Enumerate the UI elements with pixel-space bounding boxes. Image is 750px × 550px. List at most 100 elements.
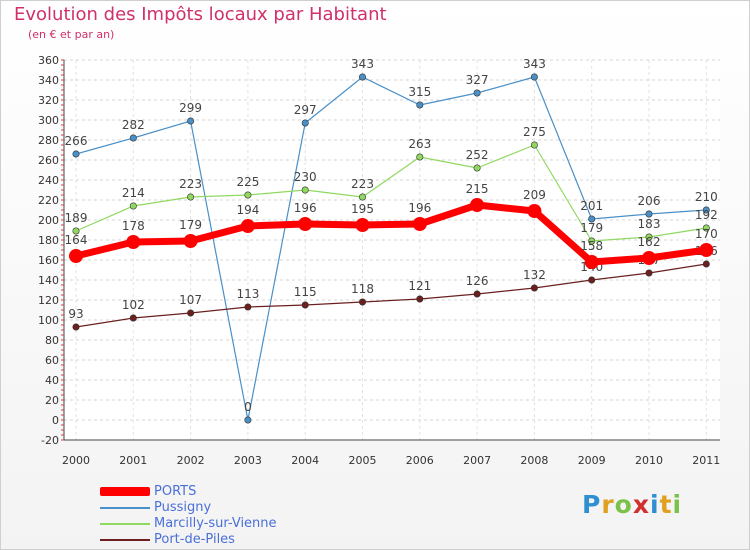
data-label: 315 <box>408 85 431 99</box>
x-tick-label: 2007 <box>463 454 491 467</box>
data-point <box>473 164 481 172</box>
data-label: 178 <box>122 219 145 233</box>
y-tick-label: 280 <box>38 134 59 147</box>
y-tick-label: 260 <box>38 154 59 167</box>
data-label: 282 <box>122 118 145 132</box>
y-tick-label: 120 <box>38 294 59 307</box>
data-point <box>645 210 653 218</box>
data-label: 252 <box>466 148 489 162</box>
logo-letter: i <box>672 490 683 519</box>
data-point <box>702 224 710 232</box>
logo-letter: o <box>614 490 633 519</box>
y-tick-label: 0 <box>52 414 59 427</box>
x-tick-label: 2004 <box>291 454 319 467</box>
series-line-port-de-piles <box>75 263 707 328</box>
y-tick-label: -20 <box>41 434 59 447</box>
data-point <box>645 233 653 241</box>
data-label: 194 <box>236 203 259 217</box>
x-tick-label: 2005 <box>349 454 377 467</box>
legend-label-pussigny: Pussigny <box>154 500 212 515</box>
data-label: 195 <box>351 202 374 216</box>
legend-swatch-pussigny <box>100 507 150 509</box>
data-label: 209 <box>523 188 546 202</box>
data-point <box>72 323 80 331</box>
data-point <box>470 198 485 212</box>
data-point <box>530 284 538 292</box>
data-point <box>699 243 714 257</box>
y-tick-label: 240 <box>38 174 59 187</box>
data-point <box>588 237 596 245</box>
data-point <box>527 204 542 218</box>
x-tick-label: 2010 <box>635 454 663 467</box>
data-point <box>244 303 252 311</box>
data-point <box>642 251 656 265</box>
x-tick-label: 2001 <box>119 454 147 467</box>
data-point <box>530 141 538 149</box>
y-tick-label: 200 <box>38 214 59 227</box>
data-label: 223 <box>179 177 202 191</box>
data-label: 201 <box>580 199 603 213</box>
data-point <box>416 153 424 161</box>
data-point <box>702 260 710 268</box>
data-label: 189 <box>65 211 88 225</box>
chart-subtitle: (en € et par an) <box>28 28 115 41</box>
data-label: 158 <box>580 239 603 253</box>
data-label: 170 <box>695 227 718 241</box>
data-point <box>473 290 481 298</box>
y-tick-label: 220 <box>38 194 59 207</box>
data-label: 214 <box>122 186 145 200</box>
legend-label-ports: PORTS <box>154 484 197 499</box>
data-label: 179 <box>179 218 202 232</box>
data-point <box>584 255 599 269</box>
data-label: 118 <box>351 282 374 296</box>
data-label: 327 <box>466 73 489 87</box>
data-label: 210 <box>695 190 718 204</box>
data-point <box>355 218 370 232</box>
data-point <box>183 234 198 248</box>
legend-swatch-ports <box>100 487 150 496</box>
data-point <box>645 269 653 277</box>
data-label: 223 <box>351 177 374 191</box>
y-tick-label: 40 <box>45 374 59 387</box>
chart-title: Evolution des Impôts locaux par Habitant <box>14 4 387 25</box>
data-point <box>358 298 366 306</box>
y-tick-label: 160 <box>38 254 59 267</box>
data-label: 215 <box>466 182 489 196</box>
data-point <box>72 227 80 235</box>
legend-label-marcilly: Marcilly-sur-Vienne <box>154 516 277 531</box>
x-tick-label: 2000 <box>62 454 90 467</box>
data-label: 266 <box>65 134 88 148</box>
legend-swatch-port-de-piles <box>100 539 150 541</box>
logo-letter: P <box>582 490 602 519</box>
data-point <box>126 235 141 249</box>
logo-letter: t <box>659 490 673 519</box>
data-point <box>702 206 710 214</box>
y-tick-label: 360 <box>38 54 59 67</box>
data-label: 206 <box>638 194 661 208</box>
y-tick-label: 320 <box>38 94 59 107</box>
data-point <box>416 295 424 303</box>
data-point <box>298 217 313 231</box>
series-line-pussigny <box>75 76 707 421</box>
y-tick-label: 80 <box>45 334 59 347</box>
data-point <box>69 249 83 263</box>
y-tick-label: 300 <box>38 114 59 127</box>
data-point <box>244 191 252 199</box>
data-label: 113 <box>236 287 259 301</box>
y-tick-label: 140 <box>38 274 59 287</box>
data-label: 343 <box>351 57 374 71</box>
y-tick-label: 340 <box>38 74 59 87</box>
x-tick-label: 2009 <box>578 454 606 467</box>
data-label: 225 <box>236 175 259 189</box>
data-point <box>129 134 137 142</box>
data-label: 93 <box>68 307 83 321</box>
proxiti-logo: Proxiti <box>582 490 682 519</box>
data-point <box>240 219 255 233</box>
data-label: 164 <box>65 233 88 247</box>
x-tick-label: 2003 <box>234 454 262 467</box>
logo-letter: i <box>650 490 660 519</box>
y-tick-label: 180 <box>38 234 59 247</box>
data-point <box>129 202 137 210</box>
data-label: 102 <box>122 298 145 312</box>
